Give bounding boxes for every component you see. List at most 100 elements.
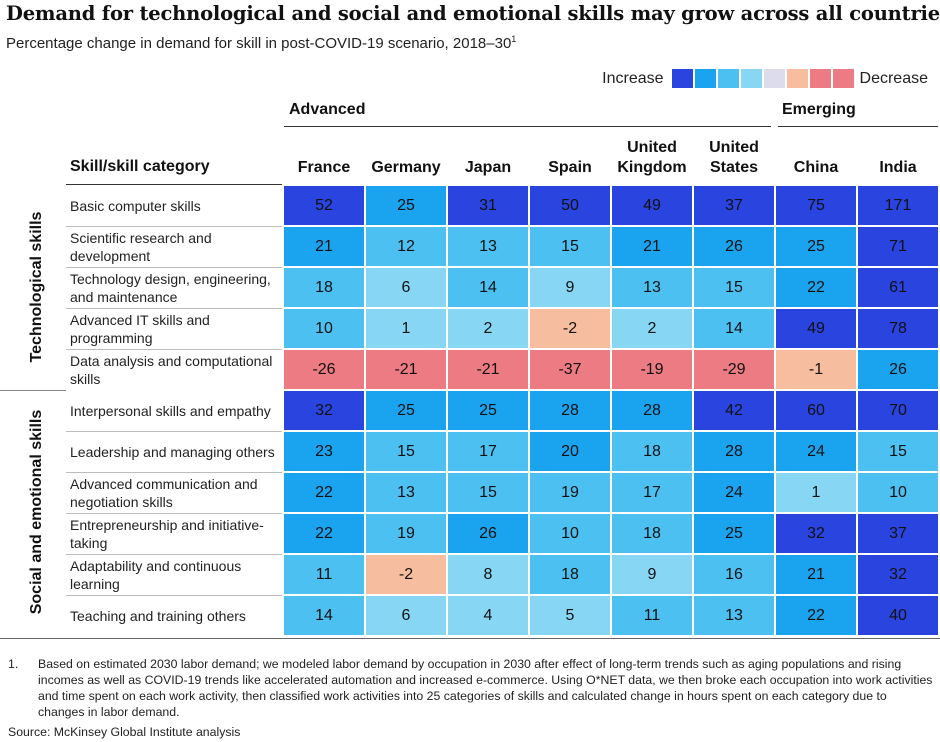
heatmap-cell: 14 (694, 309, 774, 348)
heatmap-cell: 22 (776, 268, 856, 307)
heatmap-cell: 15 (448, 473, 528, 512)
heatmap-cell: -2 (366, 555, 446, 594)
row-divider (66, 267, 282, 268)
heatmap-cell: 8 (448, 555, 528, 594)
heatmap-cell: 50 (530, 186, 610, 225)
row-divider (66, 349, 282, 350)
group-label-emerging: Emerging (782, 101, 856, 118)
heatmap-cell: 19 (366, 514, 446, 553)
heatmap-cell: 18 (612, 514, 692, 553)
legend-swatch (740, 69, 762, 88)
heatmap-cell: 26 (858, 350, 938, 389)
heatmap-cell: 22 (776, 596, 856, 635)
heatmap-cell: 75 (776, 186, 856, 225)
heatmap-cell: 71 (858, 227, 938, 266)
heatmap-cell: 15 (530, 227, 610, 266)
heatmap-cell: 14 (284, 596, 364, 635)
heatmap-cell: 26 (694, 227, 774, 266)
footnote-marker: 1 (511, 34, 517, 44)
heatmap-cell: 37 (694, 186, 774, 225)
footnote: 1. Based on estimated 2030 labor demand;… (8, 656, 934, 720)
row-label: Leadership and managing others (70, 443, 275, 460)
heatmap-cell: -2 (530, 309, 610, 348)
group-rule-advanced (284, 126, 771, 127)
row-label: Scientific research and development (70, 229, 212, 264)
heatmap-cell: 32 (858, 555, 938, 594)
heatmap-cell: 13 (694, 596, 774, 635)
heatmap-cell: 25 (694, 514, 774, 553)
heatmap-cell: 78 (858, 309, 938, 348)
legend-swatch (763, 69, 785, 88)
skill-column-header: Skill/skill category (70, 158, 210, 175)
legend-swatch (786, 69, 808, 88)
heatmap-cell: 18 (530, 555, 610, 594)
row-label: Technology design, engineering, and main… (70, 270, 271, 305)
subtitle-text: Percentage change in demand for skill in… (6, 35, 512, 52)
chart-title: Demand for technological and social and … (6, 2, 940, 25)
heatmap-cell: 22 (284, 514, 364, 553)
heatmap-cell: 4 (448, 596, 528, 635)
row-label: Entrepreneurship and initiative-taking (70, 516, 264, 551)
heatmap-cell: 24 (694, 473, 774, 512)
heatmap-cell: 49 (776, 309, 856, 348)
heatmap-cell: -19 (612, 350, 692, 389)
heatmap-cell: -21 (366, 350, 446, 389)
bottom-rule (0, 638, 940, 639)
heatmap-cell: 5 (530, 596, 610, 635)
heatmap-cell: 21 (284, 227, 364, 266)
heatmap-cell: -21 (448, 350, 528, 389)
footnote-text: Based on estimated 2030 labor demand; we… (38, 657, 933, 719)
heatmap-cell: 9 (530, 268, 610, 307)
heatmap-cell: 15 (366, 432, 446, 471)
heatmap-cell: 14 (448, 268, 528, 307)
heatmap-cell: -29 (694, 350, 774, 389)
group-label-advanced: Advanced (289, 101, 366, 118)
heatmap-cell: 28 (612, 391, 692, 430)
row-label: Advanced communication and negotiation s… (70, 475, 258, 510)
heatmap-cell: 22 (284, 473, 364, 512)
heatmap-cell: 19 (530, 473, 610, 512)
heatmap-cell: 17 (448, 432, 528, 471)
heatmap-cell: 23 (284, 432, 364, 471)
column-header-germany: Germany (371, 159, 441, 176)
heatmap-cell: -26 (284, 350, 364, 389)
heatmap-cell: 2 (448, 309, 528, 348)
legend-swatch (832, 69, 854, 88)
heatmap-cell: 26 (448, 514, 528, 553)
category-label-social-emotional: Social and emotional skills (28, 409, 45, 615)
legend-swatch (809, 69, 831, 88)
heatmap-cell: 70 (858, 391, 938, 430)
row-label: Teaching and training others (70, 607, 246, 624)
row-label: Adaptability and continuous learning (70, 557, 242, 592)
heatmap-cell: 10 (284, 309, 364, 348)
column-header-india: India (879, 159, 917, 176)
heatmap-cell: 10 (530, 514, 610, 553)
legend-swatch (671, 69, 693, 88)
heatmap-cell: 60 (776, 391, 856, 430)
row-label: Interpersonal skills and empathy (70, 402, 271, 419)
heatmap-cell: 13 (448, 227, 528, 266)
column-header-united-states: United States (709, 139, 759, 176)
chart-subtitle: Percentage change in demand for skill in… (6, 34, 517, 53)
heatmap-cell: 11 (284, 555, 364, 594)
heatmap-cell: 28 (694, 432, 774, 471)
column-header-spain: Spain (548, 159, 592, 176)
heatmap-cell: 13 (612, 268, 692, 307)
heatmap-cell: 25 (448, 391, 528, 430)
row-divider (66, 472, 282, 473)
heatmap-cell: -1 (776, 350, 856, 389)
row-divider (66, 554, 282, 555)
heatmap-cell: 25 (776, 227, 856, 266)
heatmap-cell: 31 (448, 186, 528, 225)
group-rule-emerging (778, 126, 938, 127)
heatmap-cell: 52 (284, 186, 364, 225)
heatmap-cell: 1 (776, 473, 856, 512)
heatmap-cell: 6 (366, 268, 446, 307)
row-label: Data analysis and computational skills (70, 352, 273, 387)
row-divider (66, 595, 282, 596)
heatmap-cell: 15 (858, 432, 938, 471)
heatmap-cell: 18 (612, 432, 692, 471)
heatmap-cell: 12 (366, 227, 446, 266)
heatmap-cell: 28 (530, 391, 610, 430)
legend-increase-label: Increase (602, 69, 664, 87)
